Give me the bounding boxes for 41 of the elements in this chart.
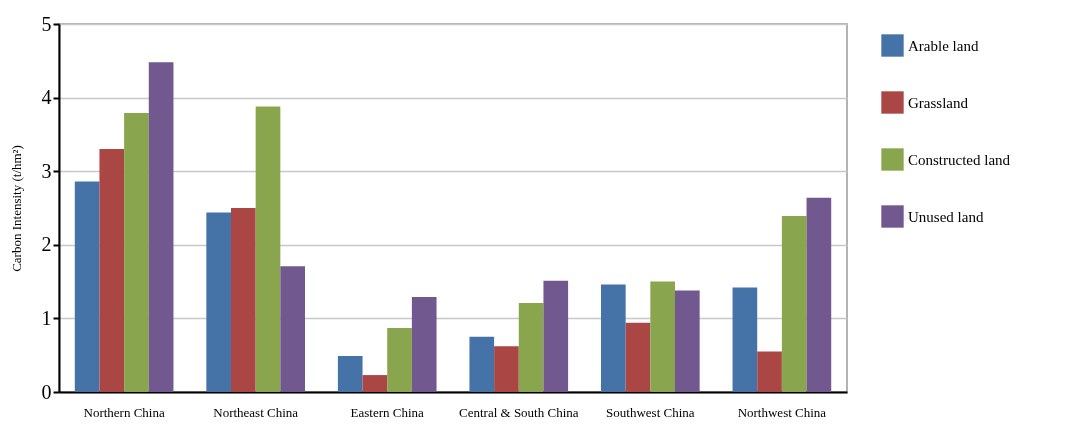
legend-label: Grassland: [908, 94, 969, 111]
y-tick-label: 4: [41, 86, 52, 109]
bar: [124, 113, 149, 392]
x-tick-label: Northern China: [83, 404, 165, 420]
bar: [387, 327, 412, 392]
bar: [206, 212, 232, 392]
bar: [411, 297, 437, 392]
y-tick-label: 2: [41, 233, 52, 256]
bar: [601, 284, 626, 392]
bar: [74, 181, 100, 392]
bar: [543, 280, 569, 392]
x-tick-label: Northwest China: [737, 404, 827, 420]
y-tick-label: 3: [41, 159, 52, 182]
bar: [99, 149, 125, 392]
bar: [280, 266, 305, 392]
x-tick-label: Southwest China: [606, 404, 695, 420]
y-tick-label: 1: [41, 306, 52, 329]
bar: [255, 106, 281, 392]
x-tick-label: Eastern China: [350, 404, 425, 420]
bar: [732, 287, 758, 392]
bar: [337, 355, 363, 392]
bar: [518, 302, 544, 392]
bar: [781, 216, 807, 392]
legend-label: Arable land: [908, 37, 979, 54]
bar: [625, 322, 651, 392]
legend-label: Constructed land: [908, 151, 1011, 168]
legend-label: Unused land: [908, 208, 984, 225]
y-axis-title: Carbon Intensity (t/hm²): [8, 145, 24, 272]
y-tick-label: 5: [41, 12, 52, 35]
bar: [757, 351, 782, 392]
bar: [674, 290, 700, 392]
bar: [806, 197, 832, 392]
bar: [494, 346, 519, 392]
bar: [231, 208, 256, 392]
bar: [650, 281, 675, 392]
bar: [469, 336, 495, 392]
bar: [148, 62, 174, 392]
x-tick-label: Northeast China: [213, 404, 299, 420]
y-tick-label: 0: [41, 380, 52, 403]
x-tick-label: Central & South China: [459, 404, 579, 420]
bar: [362, 375, 388, 392]
